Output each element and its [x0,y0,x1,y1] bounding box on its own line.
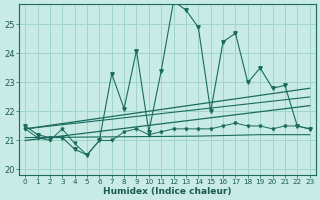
X-axis label: Humidex (Indice chaleur): Humidex (Indice chaleur) [103,187,232,196]
